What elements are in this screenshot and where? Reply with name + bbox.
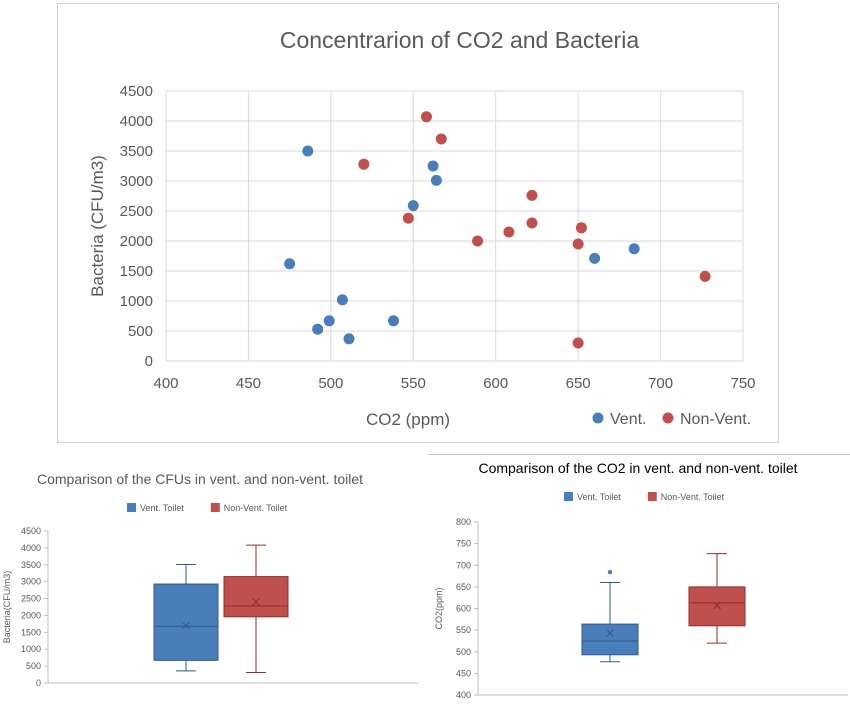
data-point [503,226,515,238]
legend-marker [662,412,674,424]
data-point [388,315,400,327]
data-point [628,243,640,255]
x-tick-label: 500 [318,375,343,392]
y-tick-label: 2500 [120,203,153,220]
x-tick-label: 700 [648,375,673,392]
x-tick-label: 450 [236,375,261,392]
mean-marker [606,629,614,638]
y-tick-label: 500 [128,323,153,340]
data-point [427,160,439,172]
co2-boxplot-chart: Comparison of the CO2 in vent. and non-v… [434,460,848,700]
y-tick-label: 1000 [21,644,41,654]
bacteria-boxplot-panel: Comparison of the CFUs in vent. and non-… [0,455,420,701]
y-tick-label: 3000 [120,173,153,190]
panel-divider [428,454,850,455]
y-tick-label: 2000 [120,233,153,250]
legend-label: Vent. Toilet [577,492,621,502]
y-tick-label: 1000 [120,293,153,310]
y-axis-label: Bacteria (CFU/m3) [88,155,107,297]
data-point [420,111,432,123]
y-axis-label: Bacteria(CFU/m3) [2,571,12,644]
y-tick-label: 4000 [21,543,41,553]
legend-label: Non-Vent. Toilet [224,503,288,513]
y-tick-label: 400 [456,690,471,700]
y-tick-label: 4500 [120,83,153,100]
data-point [312,323,324,335]
x-tick-label: 600 [483,375,508,392]
outlier-point [607,569,613,575]
data-point [402,212,414,224]
y-tick-label: 500 [26,661,41,671]
data-point [358,158,370,170]
y-tick-label: 3000 [21,577,41,587]
data-point [435,133,447,145]
box-iqr [688,586,746,627]
legend-label: Vent. [610,411,646,428]
data-point [323,315,335,327]
legend-swatch [127,503,136,512]
y-tick-label: 650 [456,582,471,592]
y-tick-label: 750 [456,539,471,549]
bacteria-boxplot-chart: Comparison of the CFUs in vent. and non-… [2,471,418,688]
data-point [284,258,296,270]
y-axis-label: CO2(ppm) [434,587,444,629]
y-tick-label: 2000 [21,610,41,620]
data-point [407,200,419,212]
data-point [343,333,355,345]
y-tick-label: 550 [456,625,471,635]
data-point [572,238,584,250]
data-point [302,145,314,157]
scatter-chart-panel: Concentrarion of CO2 and Bacteria 400 450 5… [57,3,779,443]
legend-swatch [210,503,220,512]
chart-title: Concentrarion of CO2 and Bacteria [280,27,639,53]
y-tick-label: 2500 [21,594,41,604]
legend-swatch [647,492,657,501]
y-tick-label: 0 [36,678,41,688]
y-tick-label: 600 [456,604,471,614]
mean-marker [713,601,721,610]
data-point [472,235,484,247]
legend-label: Vent. Toilet [140,503,184,513]
y-tick-label: 4000 [120,113,153,130]
legend-label: Non-Vent. [680,411,751,428]
y-tick-label: 500 [456,647,471,657]
x-tick-label: 400 [153,375,178,392]
data-point [589,252,601,264]
y-tick-label: 0 [145,353,153,370]
y-tick-label: 450 [456,668,471,678]
y-tick-label: 1500 [21,627,41,637]
y-tick-label: 3500 [120,143,153,160]
x-tick-label: 550 [401,375,426,392]
x-tick-label: 750 [730,375,755,392]
data-point [430,174,442,186]
co2-boxplot-panel: Comparison of the CO2 in vent. and non-v… [428,455,850,701]
data-point [526,217,538,229]
x-axis-label: CO2 (ppm) [366,410,450,429]
data-point [336,294,348,306]
data-point [575,222,587,234]
data-point [572,337,584,349]
data-point [526,189,538,201]
y-tick-label: 800 [456,517,471,527]
legend-label: Non-Vent. Toilet [661,492,725,502]
y-tick-label: 4500 [21,526,41,536]
mean-marker [182,621,190,630]
chart-title: Comparison of the CFUs in vent. and non-… [37,471,363,487]
mean-marker [252,598,260,606]
scatter-chart: Concentrarion of CO2 and Bacteria 400 450 5… [88,27,756,429]
box-iqr [581,623,639,656]
box-iqr [223,576,289,618]
x-tick-label: 650 [566,375,591,392]
legend-swatch [564,492,573,501]
y-tick-label: 1500 [120,263,153,280]
y-tick-label: 700 [456,560,471,570]
y-tick-label: 3500 [21,560,41,570]
chart-title: Comparison of the CO2 in vent. and non-v… [478,460,797,476]
data-point [699,270,711,282]
box-iqr [153,583,219,661]
legend-marker [592,412,604,424]
